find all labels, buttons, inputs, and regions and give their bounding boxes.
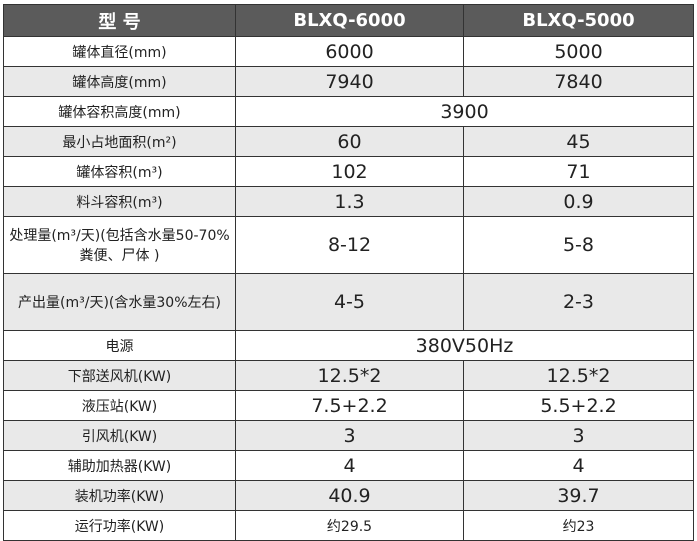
row-label: 下部送风机(KW): [3, 360, 236, 391]
value-cell: 7940: [235, 66, 464, 97]
row-label: 电源: [3, 330, 236, 361]
row-label: 罐体容积高度(mm): [3, 96, 236, 127]
value-cell: 3900: [235, 96, 694, 127]
table-row: 运行功率(KW) 约29.5 约23: [3, 510, 694, 541]
row-label: 装机功率(KW): [3, 480, 236, 511]
value-cell: 8-12: [235, 216, 464, 274]
table-row: 引风机(KW) 3 3: [3, 420, 694, 451]
header-cell: BLXQ-5000: [463, 4, 694, 37]
table-row: 下部送风机(KW) 12.5*2 12.5*2: [3, 360, 694, 391]
row-label: 罐体容积(m³): [3, 156, 236, 187]
value-cell: 7.5+2.2: [235, 390, 464, 421]
value-cell: 60: [235, 126, 464, 157]
table-row: 装机功率(KW) 40.9 39.7: [3, 480, 694, 511]
row-label: 料斗容积(m³): [3, 186, 236, 217]
value-cell: 5-8: [463, 216, 694, 274]
spec-table-wrap: 型 号 BLXQ-6000 BLXQ-5000 罐体直径(mm) 6000 5000 罐体…: [3, 4, 694, 541]
row-label: 产出量(m³/天)(含水量30%左右): [3, 273, 236, 331]
header-row: 型 号 BLXQ-6000 BLXQ-5000: [3, 4, 694, 37]
value-cell: 1.3: [235, 186, 464, 217]
value-cell: 39.7: [463, 480, 694, 511]
table-row: 料斗容积(m³) 1.3 0.9: [3, 186, 694, 217]
value-cell: 2-3: [463, 273, 694, 331]
value-cell: 4-5: [235, 273, 464, 331]
row-label: 液压站(KW): [3, 390, 236, 421]
value-cell: 4: [463, 450, 694, 481]
row-label: 罐体高度(mm): [3, 66, 236, 97]
value-cell: 7840: [463, 66, 694, 97]
row-label: 运行功率(KW): [3, 510, 236, 541]
spec-table: 型 号 BLXQ-6000 BLXQ-5000 罐体直径(mm) 6000 5000 罐体…: [3, 4, 694, 541]
value-cell: 约23: [463, 510, 694, 541]
value-cell: 5.5+2.2: [463, 390, 694, 421]
value-cell: 0.9: [463, 186, 694, 217]
value-cell: 40.9: [235, 480, 464, 511]
table-row: 液压站(KW) 7.5+2.2 5.5+2.2: [3, 390, 694, 421]
header-cell: 型 号: [3, 4, 236, 37]
row-label: 最小占地面积(m²): [3, 126, 236, 157]
row-label: 罐体直径(mm): [3, 36, 236, 67]
table-row: 辅助加热器(KW) 4 4: [3, 450, 694, 481]
value-cell: 12.5*2: [463, 360, 694, 391]
row-label: 处理量(m³/天)(包括含水量50-70%粪便、尸体 ): [3, 216, 236, 274]
table-row: 最小占地面积(m²) 60 45: [3, 126, 694, 157]
value-cell: 5000: [463, 36, 694, 67]
value-cell: 380V50Hz: [235, 330, 694, 361]
table-row: 处理量(m³/天)(包括含水量50-70%粪便、尸体 ) 8-12 5-8: [3, 216, 694, 274]
value-cell: 71: [463, 156, 694, 187]
table-row: 罐体容积(m³) 102 71: [3, 156, 694, 187]
table-row: 罐体直径(mm) 6000 5000: [3, 36, 694, 67]
table-row: 产出量(m³/天)(含水量30%左右) 4-5 2-3: [3, 273, 694, 331]
table-row: 罐体容积高度(mm) 3900: [3, 96, 694, 127]
value-cell: 3: [235, 420, 464, 451]
header-cell: BLXQ-6000: [235, 4, 464, 37]
table-row: 罐体高度(mm) 7940 7840: [3, 66, 694, 97]
row-label: 引风机(KW): [3, 420, 236, 451]
value-cell: 约29.5: [235, 510, 464, 541]
row-label: 辅助加热器(KW): [3, 450, 236, 481]
value-cell: 6000: [235, 36, 464, 67]
value-cell: 3: [463, 420, 694, 451]
value-cell: 45: [463, 126, 694, 157]
table-row: 电源 380V50Hz: [3, 330, 694, 361]
value-cell: 4: [235, 450, 464, 481]
value-cell: 102: [235, 156, 464, 187]
value-cell: 12.5*2: [235, 360, 464, 391]
